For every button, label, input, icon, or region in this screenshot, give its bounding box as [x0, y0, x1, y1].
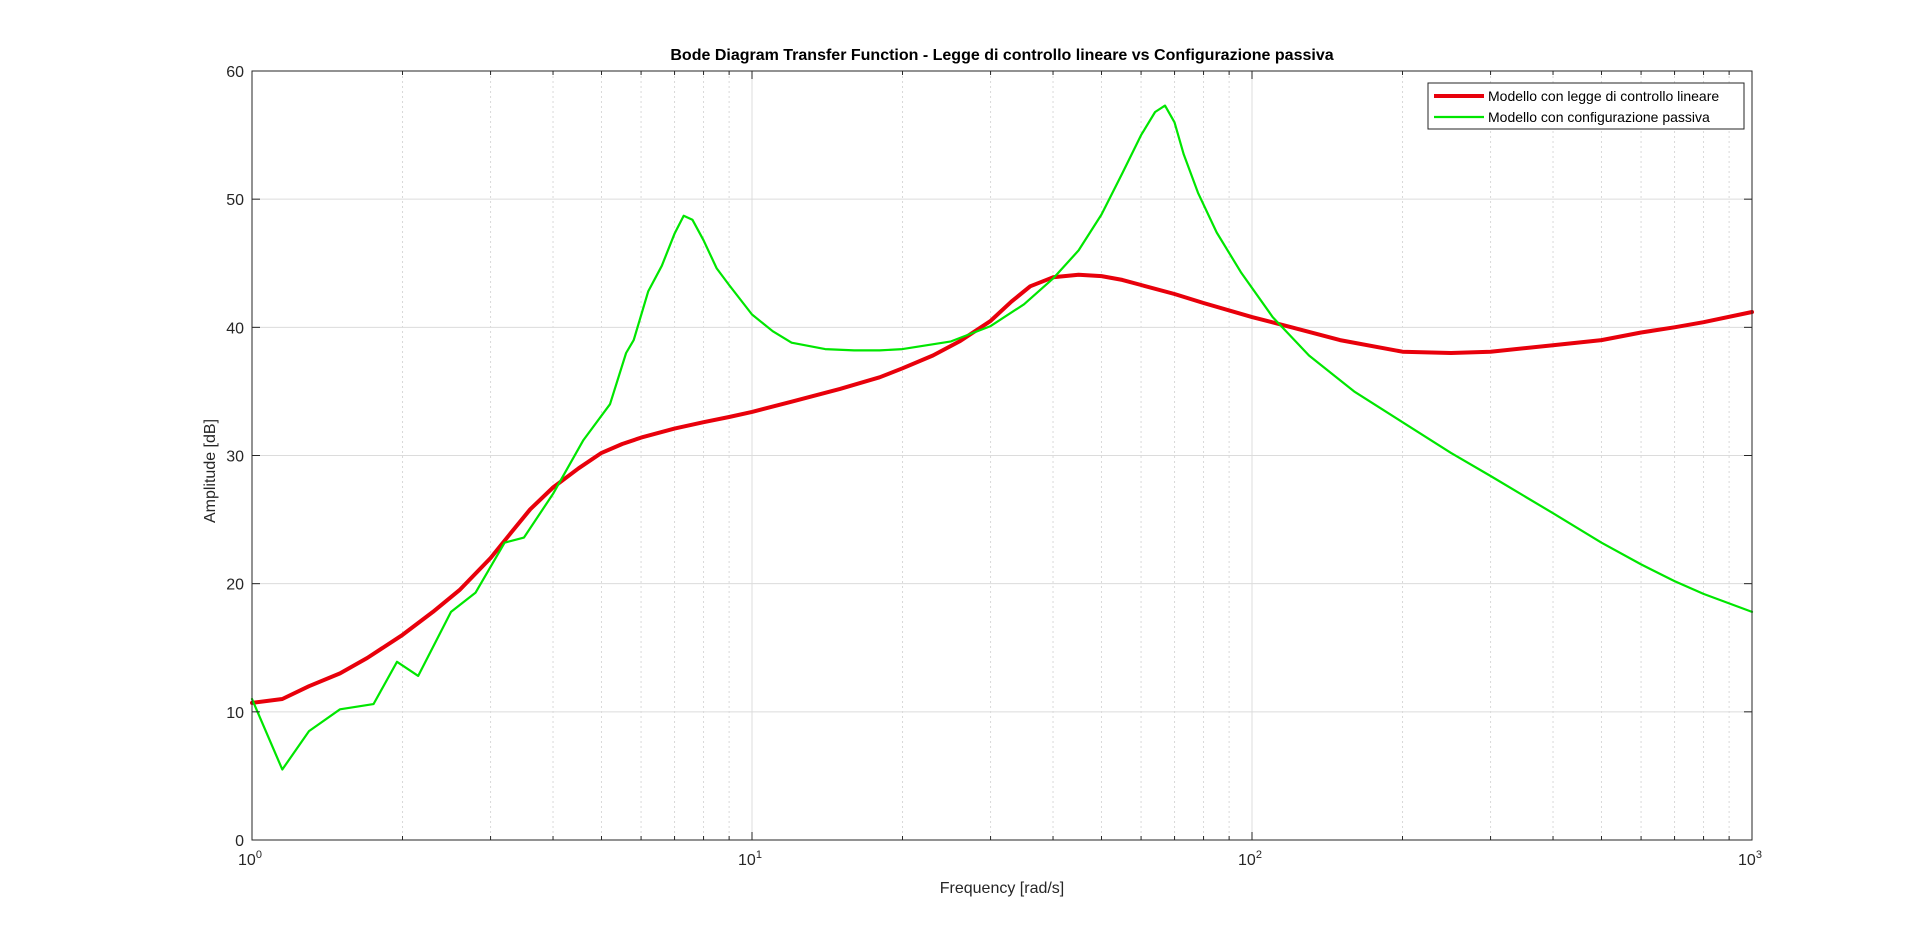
y-tick-label: 10 — [226, 705, 244, 722]
legend-label: Modello con configurazione passiva — [1488, 109, 1710, 125]
x-tick-label: 103 — [1738, 849, 1762, 869]
x-tick-label: 100 — [238, 849, 262, 869]
legend[interactable]: Modello con legge di controllo lineare Mo… — [1427, 82, 1745, 130]
y-axis-label: Amplitude [dB] — [202, 419, 219, 523]
series-group — [250, 104, 1754, 771]
x-tick-label: 101 — [738, 849, 762, 869]
chart-title: Bode Diagram Transfer Function - Legge d… — [670, 47, 1333, 64]
series-line-2 — [250, 104, 1754, 771]
y-tick-label: 40 — [226, 320, 244, 337]
grid — [251, 70, 1753, 841]
y-tick-label: 30 — [226, 449, 244, 466]
series-line-1 — [250, 272, 1754, 705]
x-axis-label: Frequency [rad/s] — [940, 880, 1065, 897]
axis-ticks: 0 10 20 30 40 50 60 100 101 102 103 — [226, 64, 1762, 869]
legend-box — [1427, 82, 1745, 130]
legend-label: Modello con legge di controllo lineare — [1488, 88, 1719, 104]
y-tick-label: 50 — [226, 192, 244, 209]
y-tick-label: 60 — [226, 64, 244, 81]
x-tick-label: 102 — [1238, 849, 1262, 869]
y-tick-label: 0 — [235, 833, 244, 850]
y-tick-label: 20 — [226, 577, 244, 594]
